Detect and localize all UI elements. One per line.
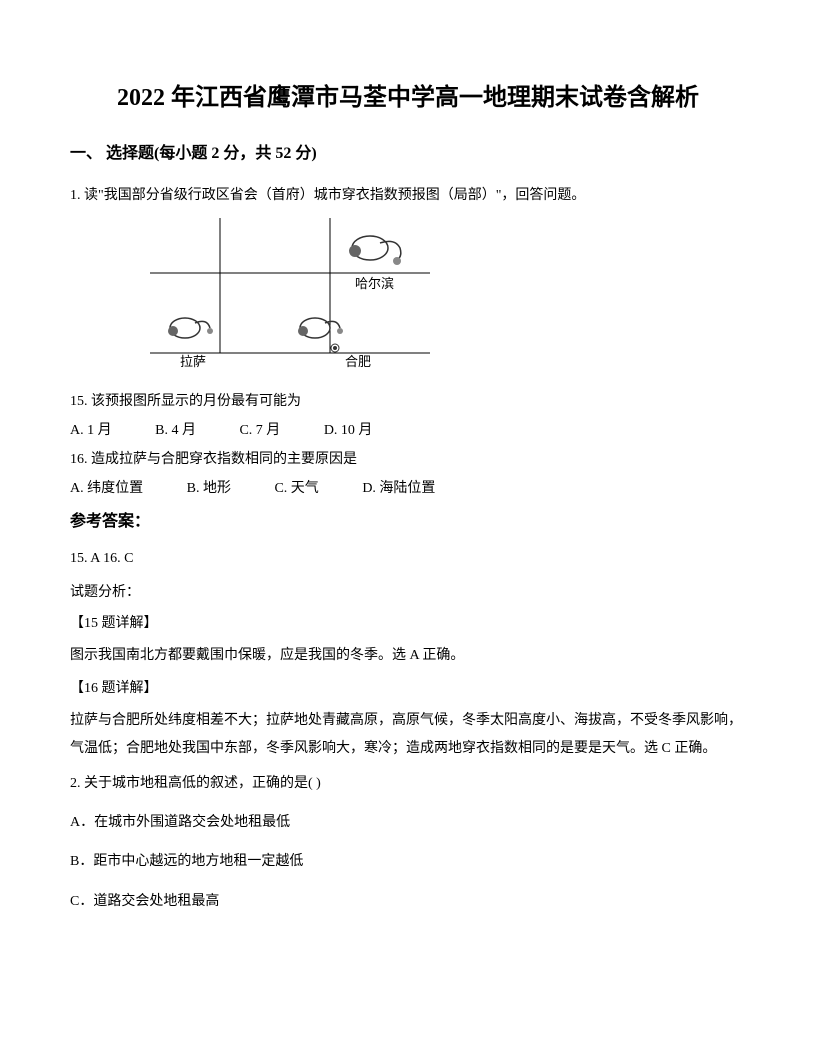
q1-intro: 1. 读"我国部分省级行政区省会（首府）城市穿衣指数预报图（局部）"，回答问题。 [70, 183, 746, 208]
svg-text:拉萨: 拉萨 [180, 354, 206, 368]
answers: 15. A 16. C [70, 546, 746, 571]
clothing-index-diagram: 哈尔滨 拉萨 合肥 [150, 218, 746, 379]
analysis-label: 试题分析： [70, 580, 746, 605]
q16-option-c: C. 天气 [274, 476, 318, 501]
exam-title: 2022 年江西省鹰潭市马荃中学高一地理期末试卷含解析 [70, 80, 746, 116]
detail16-label: 【16 题详解】 [70, 676, 746, 701]
q16-text: 16. 造成拉萨与合肥穿衣指数相同的主要原因是 [70, 447, 746, 472]
svg-text:合肥: 合肥 [345, 354, 371, 368]
q15-option-d: D. 10 月 [324, 418, 373, 443]
detail15-text: 图示我国南北方都要戴围巾保暖，应是我国的冬季。选 A 正确。 [70, 642, 746, 670]
answer-header: 参考答案： [70, 508, 746, 537]
detail16-text: 拉萨与合肥所处纬度相差不大；拉萨地处青藏高原，高原气候，冬季太阳高度小、海拔高，… [70, 707, 746, 763]
q2-option-b: B．距市中心越远的地方地租一定越低 [70, 849, 746, 874]
section-header: 一、 选择题(每小题 2 分，共 52 分) [70, 140, 746, 169]
svg-text:哈尔滨: 哈尔滨 [355, 276, 394, 291]
q2-text: 2. 关于城市地租高低的叙述，正确的是( ) [70, 771, 746, 796]
q15-options: A. 1 月 B. 4 月 C. 7 月 D. 10 月 [70, 418, 746, 443]
q15-option-a: A. 1 月 [70, 418, 112, 443]
q16-option-d: D. 海陆位置 [362, 476, 435, 501]
q2-option-a: A．在城市外围道路交会处地租最低 [70, 810, 746, 835]
detail15-label: 【15 题详解】 [70, 611, 746, 636]
q15-text: 15. 该预报图所显示的月份最有可能为 [70, 389, 746, 414]
q15-option-b: B. 4 月 [155, 418, 196, 443]
q16-option-a: A. 纬度位置 [70, 476, 143, 501]
q15-option-c: C. 7 月 [239, 418, 280, 443]
q16-options: A. 纬度位置 B. 地形 C. 天气 D. 海陆位置 [70, 476, 746, 501]
q2-option-c: C．道路交会处地租最高 [70, 889, 746, 914]
q16-option-b: B. 地形 [187, 476, 231, 501]
